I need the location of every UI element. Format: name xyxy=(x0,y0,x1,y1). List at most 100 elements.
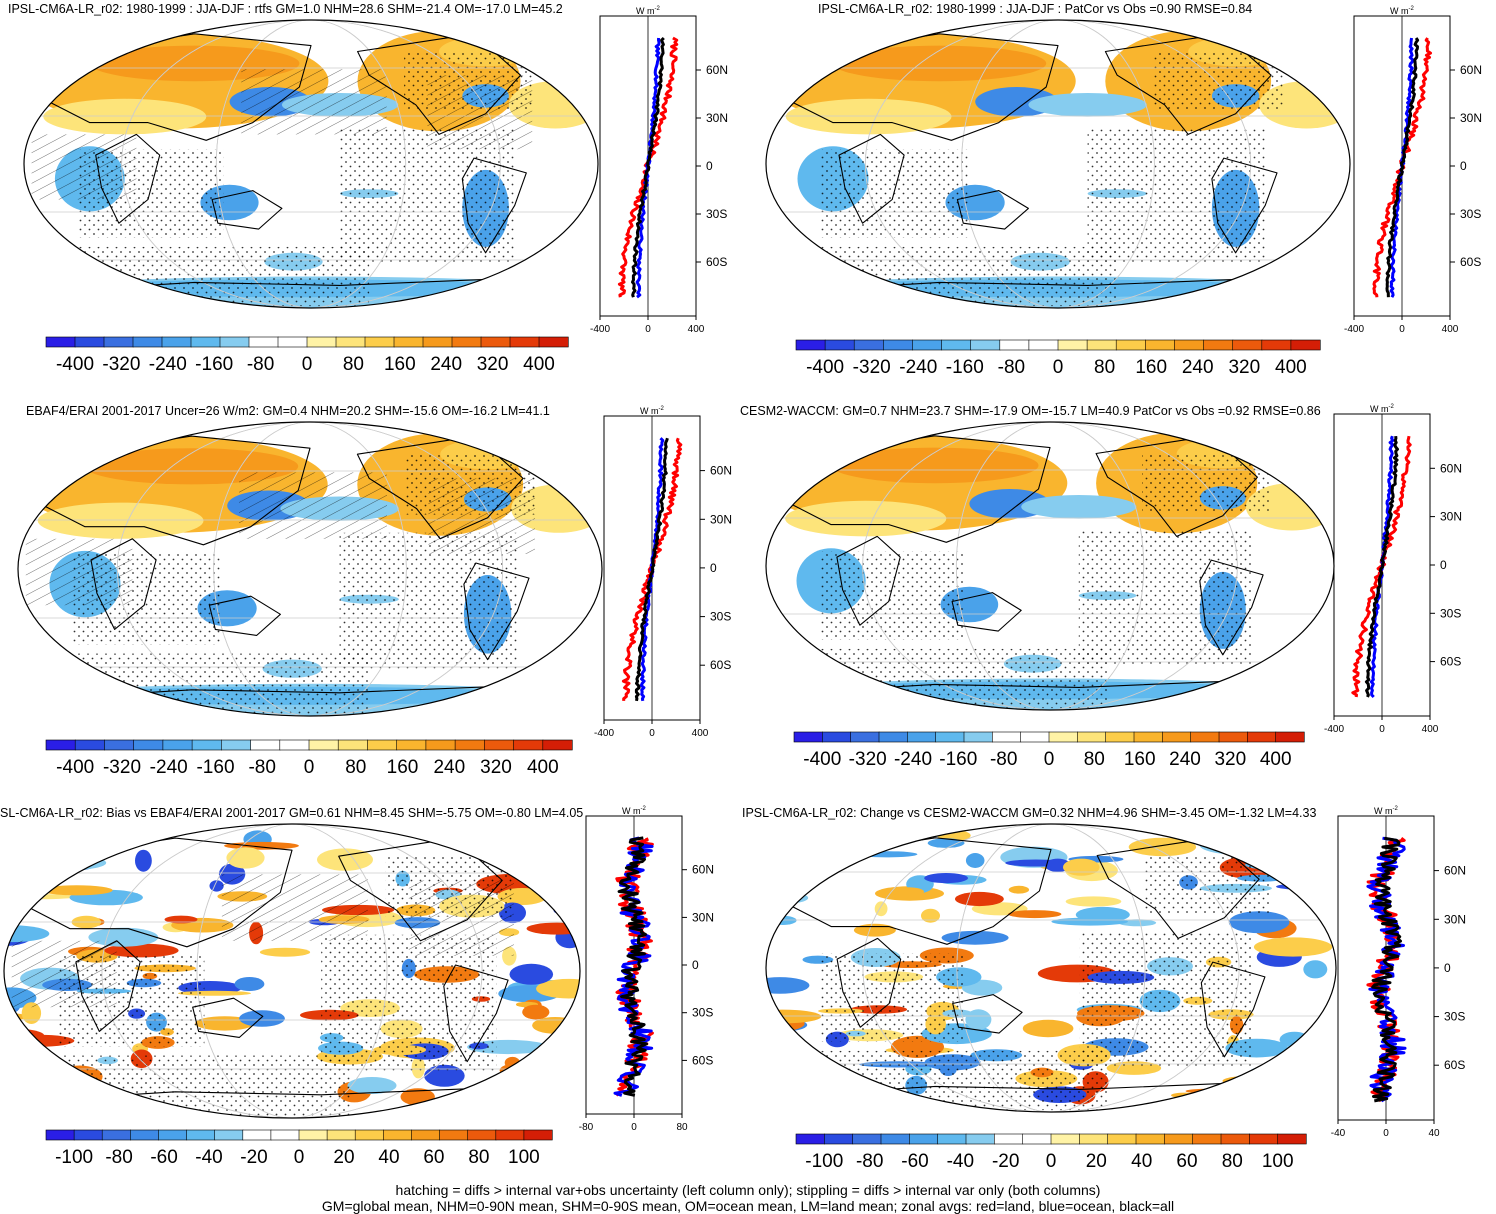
colorbar-tick-label: -40 xyxy=(947,1151,974,1172)
colorbar-swatch xyxy=(354,1129,384,1141)
colorbar-tick-label: -400 xyxy=(806,357,844,378)
x-tick-label: 0 xyxy=(1379,724,1385,735)
colorbar-swatch xyxy=(1048,731,1078,743)
colorbar-tick-label: 80 xyxy=(1222,1151,1243,1172)
colorbar-swatch xyxy=(513,739,544,751)
colorbar-swatch xyxy=(1105,731,1135,743)
colorbar-swatch xyxy=(994,1133,1024,1145)
colorbar-swatch xyxy=(242,1129,272,1141)
lat-tick-label: 0 xyxy=(1440,558,1447,572)
colorbar-tick-label: -240 xyxy=(899,357,937,378)
colorbar-swatch xyxy=(250,739,281,751)
colorbar-swatch xyxy=(454,739,485,751)
colorbar-tick-label: -400 xyxy=(56,354,94,375)
colorbar-tick-label: -320 xyxy=(102,354,140,375)
x-tick-label: 0 xyxy=(645,324,651,335)
colorbar-tick-label: 0 xyxy=(294,1147,305,1168)
colorbar-tick-label: 80 xyxy=(1084,749,1105,770)
colorbar-tick-label: -240 xyxy=(150,757,188,778)
zonal-line-all xyxy=(1371,836,1402,1103)
footer-note-means: GM=global mean, NHM=0-90N mean, SHM=0-90… xyxy=(321,1198,1175,1214)
lat-tick-label: 60N xyxy=(706,63,728,77)
lat-tick-label: 30N xyxy=(1440,510,1462,524)
zonal-line-all xyxy=(634,437,669,702)
x-tick-label: 0 xyxy=(649,728,655,739)
lat-tick-label: 0 xyxy=(710,561,717,575)
colorbar-swatch xyxy=(396,739,427,751)
colorbar: -100 -80 -60 -40 -20 0 20 40 60 80 100 xyxy=(795,1133,1307,1172)
colorbar-tick-label: -60 xyxy=(901,1151,928,1172)
colorbar-tick-label: -320 xyxy=(103,757,141,778)
colorbar-tick-label: 100 xyxy=(508,1147,540,1168)
lat-tick-label: 60S xyxy=(710,658,731,672)
colorbar-swatch xyxy=(367,739,398,751)
colorbar-tick-label: 400 xyxy=(1275,357,1307,378)
colorbar-tick-label: 240 xyxy=(1169,749,1201,770)
colorbar-tick-label: 160 xyxy=(1135,357,1167,378)
colorbar-tick-label: -320 xyxy=(853,357,891,378)
lat-tick-label: 60S xyxy=(1444,1058,1465,1072)
lat-tick-label: 0 xyxy=(1444,961,1451,975)
zonal-unit-label: W m-2 xyxy=(1390,6,1414,16)
colorbar-tick-label: -160 xyxy=(196,757,234,778)
colorbar-swatch xyxy=(795,339,826,351)
colorbar: -400 -320 -240 -160 -80 0 80 160 240 320 400 xyxy=(795,339,1321,378)
colorbar-tick-label: -240 xyxy=(149,354,187,375)
panel-title: IPSL-CM6A-LR_r02: 1980-1999 : JJA-DJF : … xyxy=(818,2,1253,16)
colorbar-tick-label: 320 xyxy=(480,757,512,778)
colorbar-swatch xyxy=(103,336,134,348)
colorbar-tick-label: -80 xyxy=(105,1147,132,1168)
colorbar-swatch xyxy=(422,336,453,348)
colorbar-swatch xyxy=(963,731,993,743)
colorbar-tick-label: 240 xyxy=(433,757,465,778)
panel-title: SL-CM6A-LR_r02: Bias vs EBAF4/ERAI 2001-… xyxy=(0,806,584,820)
x-tick-label: 80 xyxy=(676,1122,688,1133)
lat-tick-label: 0 xyxy=(706,159,713,173)
lat-tick-label: 30N xyxy=(1460,111,1482,125)
colorbar-swatch xyxy=(999,339,1030,351)
colorbar-swatch xyxy=(1144,339,1175,351)
zonal-line-land xyxy=(615,837,654,1097)
colorbar-swatch xyxy=(965,1133,995,1145)
colorbar-swatch xyxy=(1261,339,1292,351)
colorbar-tick-label: 80 xyxy=(345,757,366,778)
colorbar-swatch xyxy=(483,739,515,751)
colorbar-tick-label: -160 xyxy=(195,354,233,375)
colorbar-swatch xyxy=(101,1129,131,1141)
zonal-unit-label: W m-2 xyxy=(636,6,660,16)
lat-tick-label: 30S xyxy=(1444,1010,1465,1024)
colorbar-tick-label: -40 xyxy=(195,1147,222,1168)
zonal-mean-plot: W m-2 60N 30N 0 30S 60S -400 0 400 xyxy=(590,6,728,335)
colorbar-swatch xyxy=(1133,731,1163,743)
zonal-line-all xyxy=(617,836,648,1097)
colorbar-swatch xyxy=(912,339,943,351)
colorbar-tick-label: -80 xyxy=(248,757,275,778)
colorbar-tick-label: 80 xyxy=(468,1147,489,1168)
colorbar-swatch xyxy=(1028,339,1059,351)
lat-tick-label: 30S xyxy=(710,610,731,624)
colorbar-swatch xyxy=(1135,1133,1165,1145)
colorbar-tick-label: 20 xyxy=(1086,1151,1107,1172)
zonal-line-all xyxy=(1385,37,1420,298)
colorbar-swatch xyxy=(219,336,250,348)
colorbar-swatch xyxy=(795,1133,825,1145)
colorbar-tick-label: 60 xyxy=(1176,1151,1197,1172)
colorbar: -100 -80 -60 -40 -20 0 20 40 60 80 100 xyxy=(45,1129,553,1168)
zonal-line-all xyxy=(631,36,665,298)
zonal-mean-plot: W m-2 60N 30N 0 30S 60S -400 0 400 xyxy=(1344,6,1482,335)
colorbar-tick-label: 20 xyxy=(333,1147,354,1168)
colorbar-tick-label: 100 xyxy=(1262,1151,1294,1172)
colorbar-swatch xyxy=(45,739,76,751)
lat-tick-label: 30S xyxy=(692,1006,713,1020)
colorbar-tick-label: 400 xyxy=(527,757,559,778)
colorbar-swatch xyxy=(439,1129,469,1141)
colorbar-tick-label: 80 xyxy=(343,354,364,375)
colorbar-swatch xyxy=(1057,339,1088,351)
colorbar-swatch xyxy=(191,739,222,751)
lat-tick-label: 0 xyxy=(1460,159,1467,173)
x-tick-label: -400 xyxy=(594,728,614,739)
colorbar-swatch xyxy=(270,1129,300,1141)
x-tick-label: 40 xyxy=(1428,1128,1440,1139)
colorbar-swatch xyxy=(883,339,914,351)
x-tick-label: 0 xyxy=(1399,324,1405,335)
